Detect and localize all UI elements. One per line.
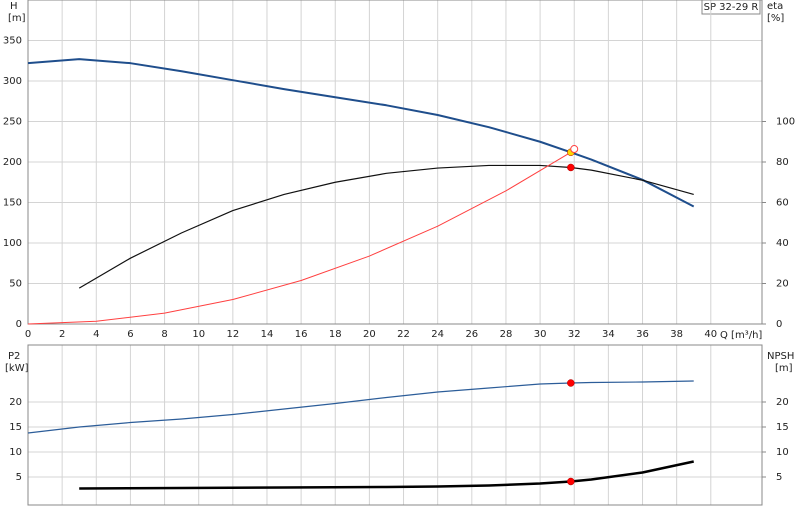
y2-tick-label: 40 xyxy=(776,238,789,249)
y2-tick-label: 0 xyxy=(776,319,782,330)
y-tick-label: 50 xyxy=(9,279,22,290)
plot-frame xyxy=(27,344,763,506)
duty-point xyxy=(567,163,575,172)
y-tick-label: 5 xyxy=(16,472,22,483)
x-tick-label: 12 xyxy=(226,329,239,340)
x-tick-label: 34 xyxy=(602,329,615,340)
y2-unit: [%] xyxy=(767,13,784,24)
x-tick-label: 16 xyxy=(295,329,308,340)
y-tick-label: 10 xyxy=(9,447,22,458)
y-tick-label: 0 xyxy=(16,319,22,330)
duty-point xyxy=(570,145,579,154)
y-tick-label: 200 xyxy=(3,157,22,168)
x-tick-label: 6 xyxy=(127,329,133,340)
x-label: Q [m³/h] xyxy=(720,330,762,341)
x-tick-label: 14 xyxy=(261,329,274,340)
x-tick-label: 32 xyxy=(568,329,581,340)
x-tick-label: 22 xyxy=(397,329,410,340)
curve xyxy=(27,380,694,434)
x-tick-label: 0 xyxy=(25,329,31,340)
x-tick-label: 28 xyxy=(500,329,513,340)
x-tick-label: 4 xyxy=(93,329,99,340)
curve xyxy=(27,58,695,208)
curve xyxy=(27,151,572,325)
plot-frame xyxy=(27,0,763,325)
y-tick-label: 20 xyxy=(9,397,22,408)
y2-tick-label: 60 xyxy=(776,198,789,209)
x-tick-label: 2 xyxy=(59,329,65,340)
x-tick-label: 8 xyxy=(161,329,167,340)
y2-unit: [m] xyxy=(775,363,793,374)
x-tick-label: 20 xyxy=(363,329,376,340)
y-label: H xyxy=(10,1,18,12)
y2-tick-label: 100 xyxy=(776,117,795,128)
title-box xyxy=(701,0,761,15)
y-tick-label: 350 xyxy=(3,36,22,47)
y-tick-label: 250 xyxy=(3,117,22,128)
curve xyxy=(78,164,694,289)
x-tick-label: 38 xyxy=(670,329,683,340)
x-tick-label: 40 xyxy=(704,329,717,340)
x-tick-label: 24 xyxy=(431,329,444,340)
y2-tick-label: 15 xyxy=(776,422,789,433)
x-tick-label: 36 xyxy=(636,329,649,340)
y2-tick-label: 20 xyxy=(776,397,789,408)
y-tick-label: 100 xyxy=(3,238,22,249)
y-tick-label: 15 xyxy=(9,422,22,433)
x-tick-label: 18 xyxy=(329,329,342,340)
x-tick-label: 10 xyxy=(192,329,205,340)
duty-point xyxy=(567,379,575,387)
y-tick-label: 150 xyxy=(3,198,22,209)
chart-title: SP 32-29 R xyxy=(704,2,759,13)
y2-tick-label: 20 xyxy=(776,279,789,290)
x-tick-label: 26 xyxy=(465,329,478,340)
y-unit: [m] xyxy=(8,13,26,24)
duty-point xyxy=(567,477,575,486)
y2-label: NPSH xyxy=(767,351,794,362)
y2-tick-label: 80 xyxy=(776,157,789,168)
curve xyxy=(79,460,694,490)
y-unit: [kW] xyxy=(5,363,29,374)
y-label: P2 xyxy=(8,351,20,362)
y-tick-label: 300 xyxy=(3,76,22,87)
y2-tick-label: 10 xyxy=(776,447,789,458)
y2-tick-label: 5 xyxy=(776,472,782,483)
y2-label: eta xyxy=(767,1,783,12)
x-tick-label: 30 xyxy=(534,329,547,340)
